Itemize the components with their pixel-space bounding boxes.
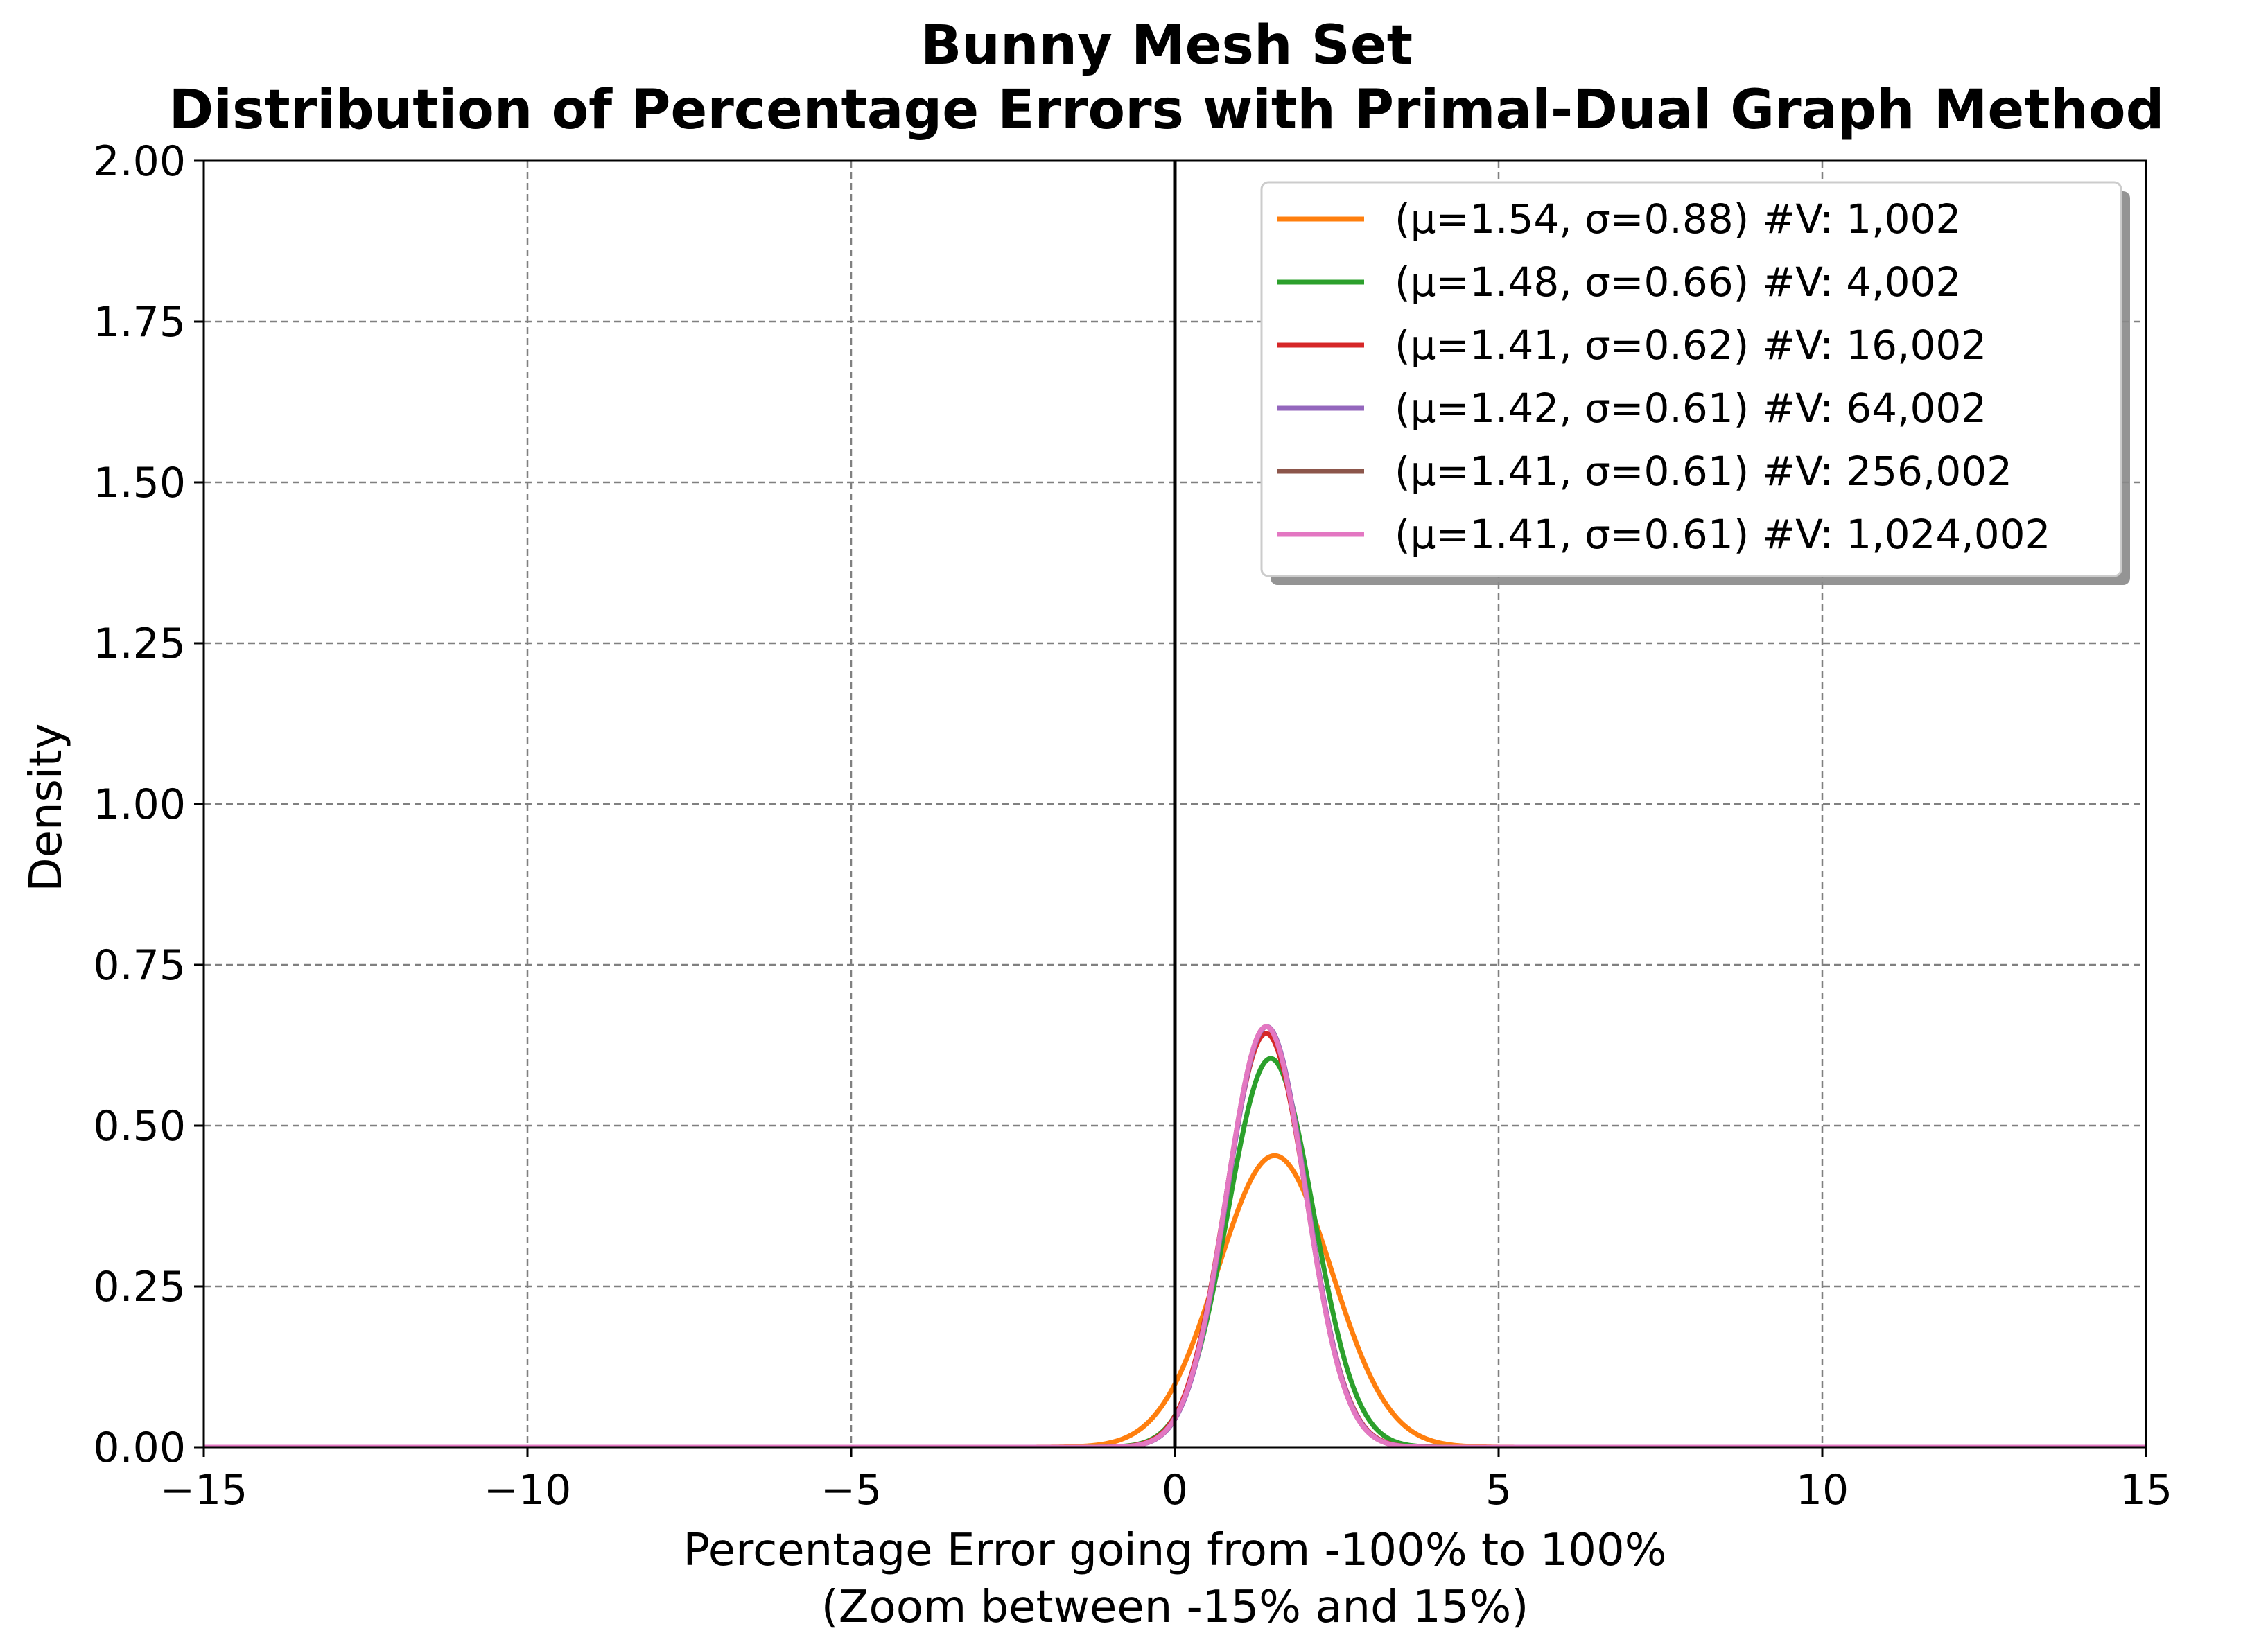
y-tick-label: 1.25 <box>93 620 186 668</box>
x-tick-label: 15 <box>2120 1466 2172 1514</box>
axis-ticks: −15 −10 −5 0 5 10 15 0.00 0.25 0.50 0.75 1.00 1.25 1.… <box>93 137 2172 1514</box>
y-tick-label: 0.25 <box>93 1263 186 1311</box>
legend-label-6: (μ=1.41, σ=0.61) #V: 1,024,002 <box>1395 511 2050 558</box>
y-tick-label: 1.00 <box>93 780 186 829</box>
x-axis-label-line2: (Zoom between -15% and 15%) <box>821 1582 1529 1633</box>
legend: (μ=1.54, σ=0.88) #V: 1,002 (μ=1.48, σ=0.6… <box>1260 181 2130 585</box>
y-tick-label: 1.50 <box>93 459 186 507</box>
legend-label-3: (μ=1.41, σ=0.62) #V: 16,002 <box>1395 322 1987 369</box>
x-tick-label: 0 <box>1162 1466 1188 1514</box>
y-tick-label: 1.75 <box>93 298 186 347</box>
y-tick-label: 0.50 <box>93 1102 186 1151</box>
x-tick-label: −15 <box>160 1466 248 1514</box>
legend-label-5: (μ=1.41, σ=0.61) #V: 256,002 <box>1395 448 2012 495</box>
x-tick-label: 10 <box>1796 1466 1849 1514</box>
chart-subtitle: Distribution of Percentage Errors with P… <box>169 79 2165 141</box>
x-tick-label: 5 <box>1485 1466 1512 1514</box>
y-tick-label: 0.00 <box>93 1424 186 1472</box>
chart-title: Bunny Mesh Set <box>921 15 1413 77</box>
legend-label-1: (μ=1.54, σ=0.88) #V: 1,002 <box>1395 195 1961 243</box>
y-tick-label: 2.00 <box>93 137 186 186</box>
x-tick-label: −10 <box>484 1466 572 1514</box>
y-tick-label: 0.75 <box>93 941 186 990</box>
legend-box <box>1260 181 2122 577</box>
legend-label-2: (μ=1.48, σ=0.66) #V: 4,002 <box>1395 259 1961 306</box>
y-axis-label: Density <box>21 723 72 891</box>
x-tick-label: −5 <box>821 1466 882 1514</box>
x-axis-label: Percentage Error going from -100% to 100… <box>683 1525 1666 1576</box>
legend-label-4: (μ=1.42, σ=0.61) #V: 64,002 <box>1395 385 1987 432</box>
